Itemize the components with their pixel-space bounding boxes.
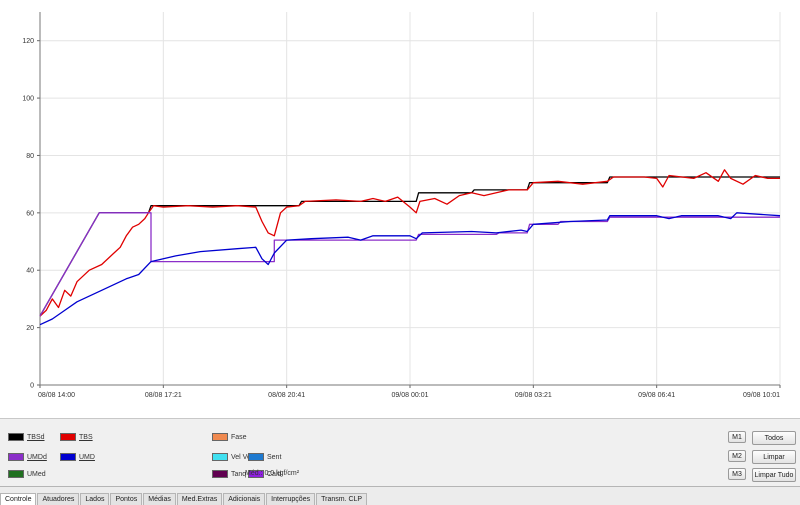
legend-item-umdd[interactable]: UMDd <box>8 453 47 461</box>
legend-label: UMed <box>27 470 46 478</box>
tab-med-extras[interactable]: Med.Extras <box>176 493 223 505</box>
pressure-reading: Méd.: 0,0 kgf/cm² <box>245 470 300 477</box>
y-tick-label: 20 <box>26 325 34 332</box>
y-tick-label: 100 <box>22 96 34 103</box>
x-tick-label: 08/08 14:00 <box>38 392 75 399</box>
legend-label: Cald <box>267 470 282 478</box>
chart-svg: 0 20 40 60 80 100 120 08/08 14:00 08/08 17:21 08/… <box>22 12 781 399</box>
legend-swatch <box>8 470 24 478</box>
legend-item-vel_vent[interactable]: Vel Vent <box>212 453 257 461</box>
x-tick-label: 08/08 17:21 <box>145 392 182 399</box>
m1-button[interactable]: M1 <box>728 431 746 443</box>
x-tick-label: 09/08 10:01 <box>743 392 780 399</box>
series-line-umd <box>39 212 781 326</box>
y-tick-label: 80 <box>26 153 34 160</box>
legend-swatch <box>60 453 76 461</box>
tab-atuadores[interactable]: Atuadores <box>37 493 80 505</box>
legend-label: Vel Vent <box>231 453 257 461</box>
todos-button[interactable]: Todos <box>752 431 796 445</box>
legend-swatch <box>8 453 24 461</box>
series-line-tbsd <box>39 176 780 317</box>
legend-label: Sent <box>267 453 282 461</box>
legend-item-sent[interactable]: Sent <box>248 453 281 461</box>
limpar-button[interactable]: Limpar <box>752 450 796 464</box>
legend-swatch <box>8 433 24 441</box>
x-tick-label: 09/08 03:21 <box>515 392 552 399</box>
series-line-tbs <box>39 169 780 317</box>
legend-item-umed[interactable]: UMed <box>8 470 46 478</box>
y-tick-label: 60 <box>26 210 34 217</box>
legend-label: UMD <box>79 453 95 461</box>
legend-item-tanq[interactable]: Tanq <box>212 470 246 478</box>
legend-item-fase[interactable]: Fase <box>212 433 247 441</box>
legend-swatch <box>212 433 228 441</box>
y-tick-label: 120 <box>22 38 34 45</box>
tab-adicionais[interactable]: Adicionais <box>223 493 266 505</box>
legend-label: TBS <box>79 433 93 441</box>
legend-item-tbs[interactable]: TBS <box>60 433 93 441</box>
legend-label: UMDd <box>27 453 47 461</box>
x-tick-label: 09/08 06:41 <box>638 392 675 399</box>
legend-item-umd[interactable]: UMD <box>60 453 95 461</box>
tab-pontos[interactable]: Pontos <box>110 493 143 505</box>
legend-label: Fase <box>231 433 247 441</box>
legend-swatch <box>248 470 264 478</box>
legend-item-tbsd[interactable]: TBSd <box>8 433 45 441</box>
legend-label: Tanq <box>231 470 247 478</box>
tab-bar: Controle Atuadores Lados Pontos Médias Med.Ex… <box>0 486 800 505</box>
legend-swatch <box>212 470 228 478</box>
tab-transm-clp[interactable]: Transm. CLP <box>316 493 368 505</box>
y-tick-label: 40 <box>26 268 34 275</box>
m2-button[interactable]: M2 <box>728 450 746 462</box>
tab-interrup-es[interactable]: Interrupções <box>266 493 316 505</box>
chart-area: 0 20 40 60 80 100 120 08/08 14:00 08/08 17:21 08/… <box>0 0 800 418</box>
tab-controle[interactable]: Controle <box>0 493 37 505</box>
limpar-tudo-button[interactable]: Limpar Tudo <box>752 468 796 482</box>
x-tick-label: 09/08 00:01 <box>392 392 429 399</box>
y-tick-label: 0 <box>30 383 34 390</box>
x-tick-label: 08/08 20:41 <box>268 392 305 399</box>
legend-label: TBSd <box>27 433 45 441</box>
tab-lados[interactable]: Lados <box>80 493 110 505</box>
legend-swatch <box>60 433 76 441</box>
legend-swatch <box>248 453 264 461</box>
legend-item-cald[interactable]: Cald <box>248 470 281 478</box>
legend-swatch <box>212 453 228 461</box>
m3-button[interactable]: M3 <box>728 468 746 480</box>
tab-m-dias[interactable]: Médias <box>143 493 176 505</box>
